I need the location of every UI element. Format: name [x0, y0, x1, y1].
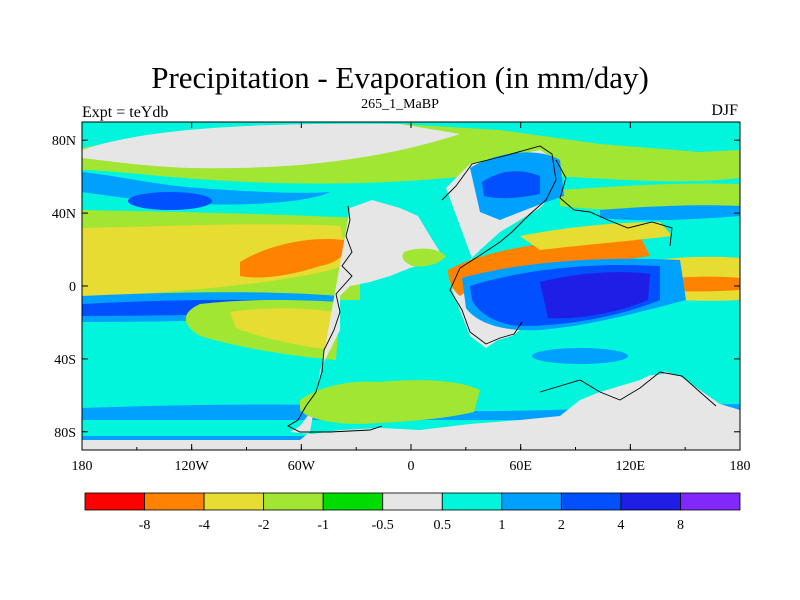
x-tick-label: 180 [730, 459, 751, 474]
x-tick-label: 0 [408, 459, 415, 474]
colorbar-label: -2 [258, 518, 270, 533]
colorbar-swatch [144, 492, 205, 511]
colorbar-label: 2 [558, 518, 565, 533]
coastline-africa [441, 145, 557, 345]
colorbar-label: 4 [617, 518, 624, 533]
eurasia-blue [482, 171, 540, 199]
colorbar-label: 8 [677, 518, 684, 533]
y-tick-label: 80N [52, 134, 76, 149]
experiment-label: Expt = teYdb [82, 104, 169, 121]
y-tick-label: 80S [54, 426, 76, 441]
northeast-lightblue [600, 205, 740, 221]
north-gray-band [82, 123, 460, 169]
south-yellow [230, 308, 334, 350]
y-tick-label: 40N [52, 207, 76, 222]
x-tick-label: 60W [288, 459, 316, 474]
north-blue-blob [128, 192, 212, 210]
colorbar-swatch [263, 492, 324, 511]
mid-north-orange [240, 238, 346, 278]
chart-subtitle: 265_1_MaBP [361, 97, 439, 112]
coastline-americas [287, 205, 383, 433]
colorbar-label: -8 [139, 518, 151, 533]
map-field [82, 122, 740, 450]
colorbar-swatch [680, 492, 741, 511]
x-tick-label: 120W [175, 459, 210, 474]
colorbar-label: -1 [317, 518, 329, 533]
colorbar-swatch [322, 492, 384, 511]
coastline-south [539, 371, 717, 407]
northeast-green [560, 183, 740, 211]
chart-title: Precipitation - Evaporation (in mm/day) [151, 60, 649, 95]
asia-yellow [520, 222, 672, 250]
colorbar-label: -0.5 [372, 518, 394, 533]
coastlines [287, 145, 717, 433]
colorbar-swatch [203, 492, 265, 511]
coastline-eurasia-east [555, 159, 673, 247]
x-tick-label: 60E [509, 459, 532, 474]
colorbar-label: -4 [198, 518, 210, 533]
axis-ticks: 180 120W 60W 0 60E 120E 180 80S 40S 0 40N 80N [52, 122, 751, 474]
x-tick-label: 180 [72, 459, 93, 474]
colorbar-swatch [501, 492, 562, 511]
y-tick-label: 0 [69, 280, 76, 295]
south-america-green [300, 380, 480, 424]
x-tick-label: 120E [616, 459, 646, 474]
colorbar-swatch [441, 492, 503, 511]
africa-south-green [402, 248, 446, 267]
indian-darkblue [540, 272, 650, 319]
colorbar-swatch [560, 492, 622, 511]
south-indian-blue [532, 348, 628, 364]
colorbar-label: 1 [498, 518, 505, 533]
colorbar-swatch [620, 492, 681, 511]
y-tick-label: 40S [54, 353, 76, 368]
colorbar-swatch [382, 492, 443, 511]
colorbar: -8 -4 -2 -1 -0.5 0.5 1 2 4 8 [84, 492, 741, 533]
colorbar-swatch [84, 492, 145, 511]
colorbar-label: 0.5 [434, 518, 452, 533]
season-label: DJF [711, 102, 738, 119]
mid-north-yellow [82, 224, 350, 298]
